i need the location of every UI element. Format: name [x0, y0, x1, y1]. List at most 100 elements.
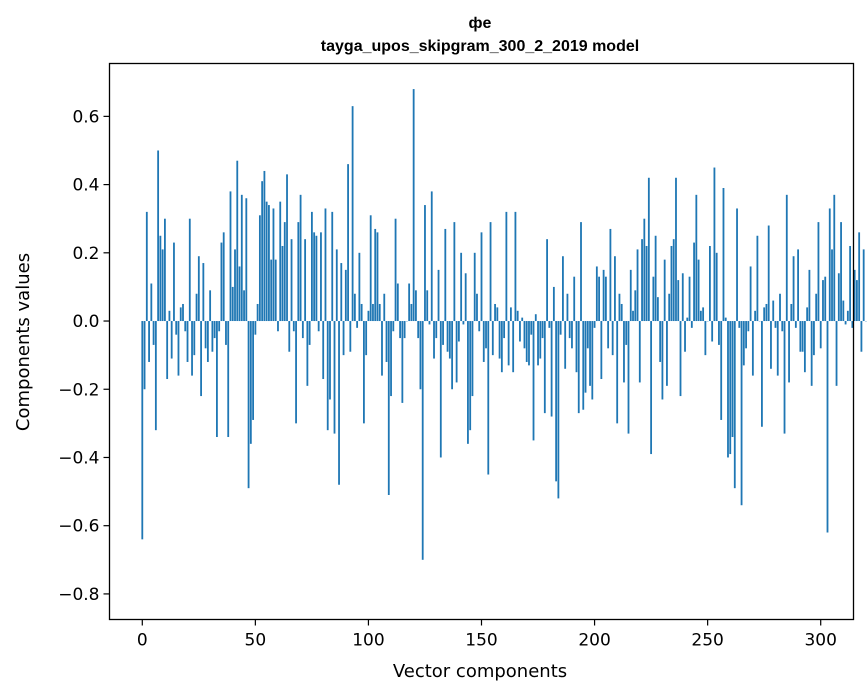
bar — [618, 293, 621, 322]
y-axis-label: Components values — [13, 253, 34, 431]
bar — [376, 232, 379, 322]
bar — [385, 321, 388, 362]
bar — [627, 321, 630, 434]
bar — [347, 164, 349, 322]
bar — [840, 222, 842, 322]
bar — [851, 321, 854, 328]
bar — [503, 321, 506, 339]
bar — [288, 321, 291, 352]
bar — [808, 269, 811, 322]
bar — [333, 321, 336, 434]
bar — [810, 321, 813, 386]
bar — [819, 321, 822, 349]
bar — [643, 218, 646, 322]
bar — [236, 160, 239, 322]
x-tick-label: 50 — [245, 631, 267, 651]
bar — [157, 150, 160, 322]
bar — [792, 256, 795, 322]
bar — [453, 222, 456, 322]
bar — [374, 228, 377, 322]
bar — [614, 256, 616, 322]
bar — [776, 321, 779, 376]
bar — [679, 321, 682, 397]
bar — [519, 321, 521, 342]
bar — [279, 201, 282, 322]
bar — [206, 321, 209, 362]
bar — [650, 321, 653, 455]
bar — [419, 321, 422, 390]
bar — [582, 321, 585, 410]
bar — [668, 293, 671, 322]
bar — [148, 321, 150, 362]
bar — [365, 321, 368, 356]
bar — [661, 321, 664, 400]
bar — [451, 321, 454, 390]
bar — [686, 317, 689, 322]
bar — [184, 321, 187, 332]
y-tick-label: 0.2 — [72, 244, 99, 264]
bar — [234, 249, 236, 322]
bar — [227, 321, 230, 438]
bar — [835, 321, 838, 386]
bar — [292, 321, 295, 332]
bar — [853, 269, 856, 322]
bar — [335, 249, 338, 322]
bar — [448, 321, 451, 359]
bar — [670, 245, 673, 322]
bar — [586, 321, 589, 349]
bar — [231, 286, 234, 322]
bar — [530, 321, 533, 335]
bar — [607, 321, 610, 349]
bar — [487, 321, 490, 475]
bar — [756, 235, 759, 322]
y-tick-label: 0.0 — [72, 312, 99, 332]
bar — [177, 321, 180, 376]
bar — [476, 293, 478, 322]
bar — [408, 283, 411, 322]
y-tick-label: 0.4 — [72, 176, 99, 196]
bar — [855, 280, 858, 322]
bar — [709, 245, 711, 322]
bar — [799, 321, 802, 352]
bar — [410, 303, 413, 322]
bar — [577, 321, 580, 414]
bar — [496, 307, 499, 322]
bar — [742, 321, 745, 366]
bar — [654, 235, 657, 322]
bar — [313, 232, 316, 322]
bar — [672, 239, 675, 322]
bar — [772, 300, 775, 322]
bar — [666, 321, 668, 386]
bar — [349, 321, 352, 352]
bar — [604, 276, 607, 322]
bar — [767, 225, 770, 322]
bar — [283, 222, 286, 322]
bar — [738, 321, 741, 328]
bar — [781, 321, 784, 332]
bar — [580, 222, 582, 322]
bar — [297, 222, 300, 322]
bar — [433, 321, 435, 359]
bar — [509, 307, 512, 322]
bar — [390, 321, 392, 397]
bar — [381, 321, 383, 376]
bar — [813, 321, 815, 356]
bar — [794, 321, 797, 328]
bar — [573, 276, 576, 322]
bar — [693, 242, 695, 322]
bar — [220, 242, 223, 322]
bar — [761, 321, 763, 427]
bar — [258, 215, 261, 322]
bar — [491, 321, 494, 356]
bar — [188, 218, 191, 322]
chart-title-line1: фe — [469, 15, 492, 32]
bar — [684, 321, 686, 352]
bar — [860, 321, 863, 352]
bar — [367, 310, 370, 322]
bar — [322, 321, 325, 380]
bar — [159, 235, 162, 322]
bar — [591, 321, 594, 400]
bar — [424, 205, 426, 322]
bar — [500, 321, 503, 373]
bar — [378, 303, 381, 322]
